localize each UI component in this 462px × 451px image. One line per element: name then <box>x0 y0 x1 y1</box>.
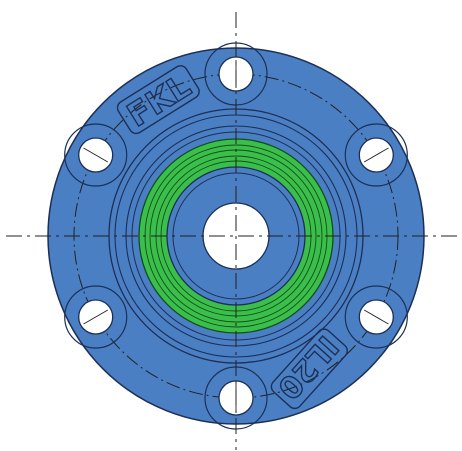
bolt-boss <box>64 123 128 187</box>
bolt-boss <box>344 123 408 187</box>
bolt-hole-centerline <box>83 147 109 163</box>
bolt-boss <box>64 285 128 349</box>
bolt-hole-centerline <box>83 309 109 325</box>
code-plate-frame <box>270 328 348 410</box>
brand-plate-frame <box>116 65 200 135</box>
bolt-hole-centerline <box>363 309 389 325</box>
bolt-boss <box>344 285 408 349</box>
bolt-hole-centerline <box>363 147 389 163</box>
